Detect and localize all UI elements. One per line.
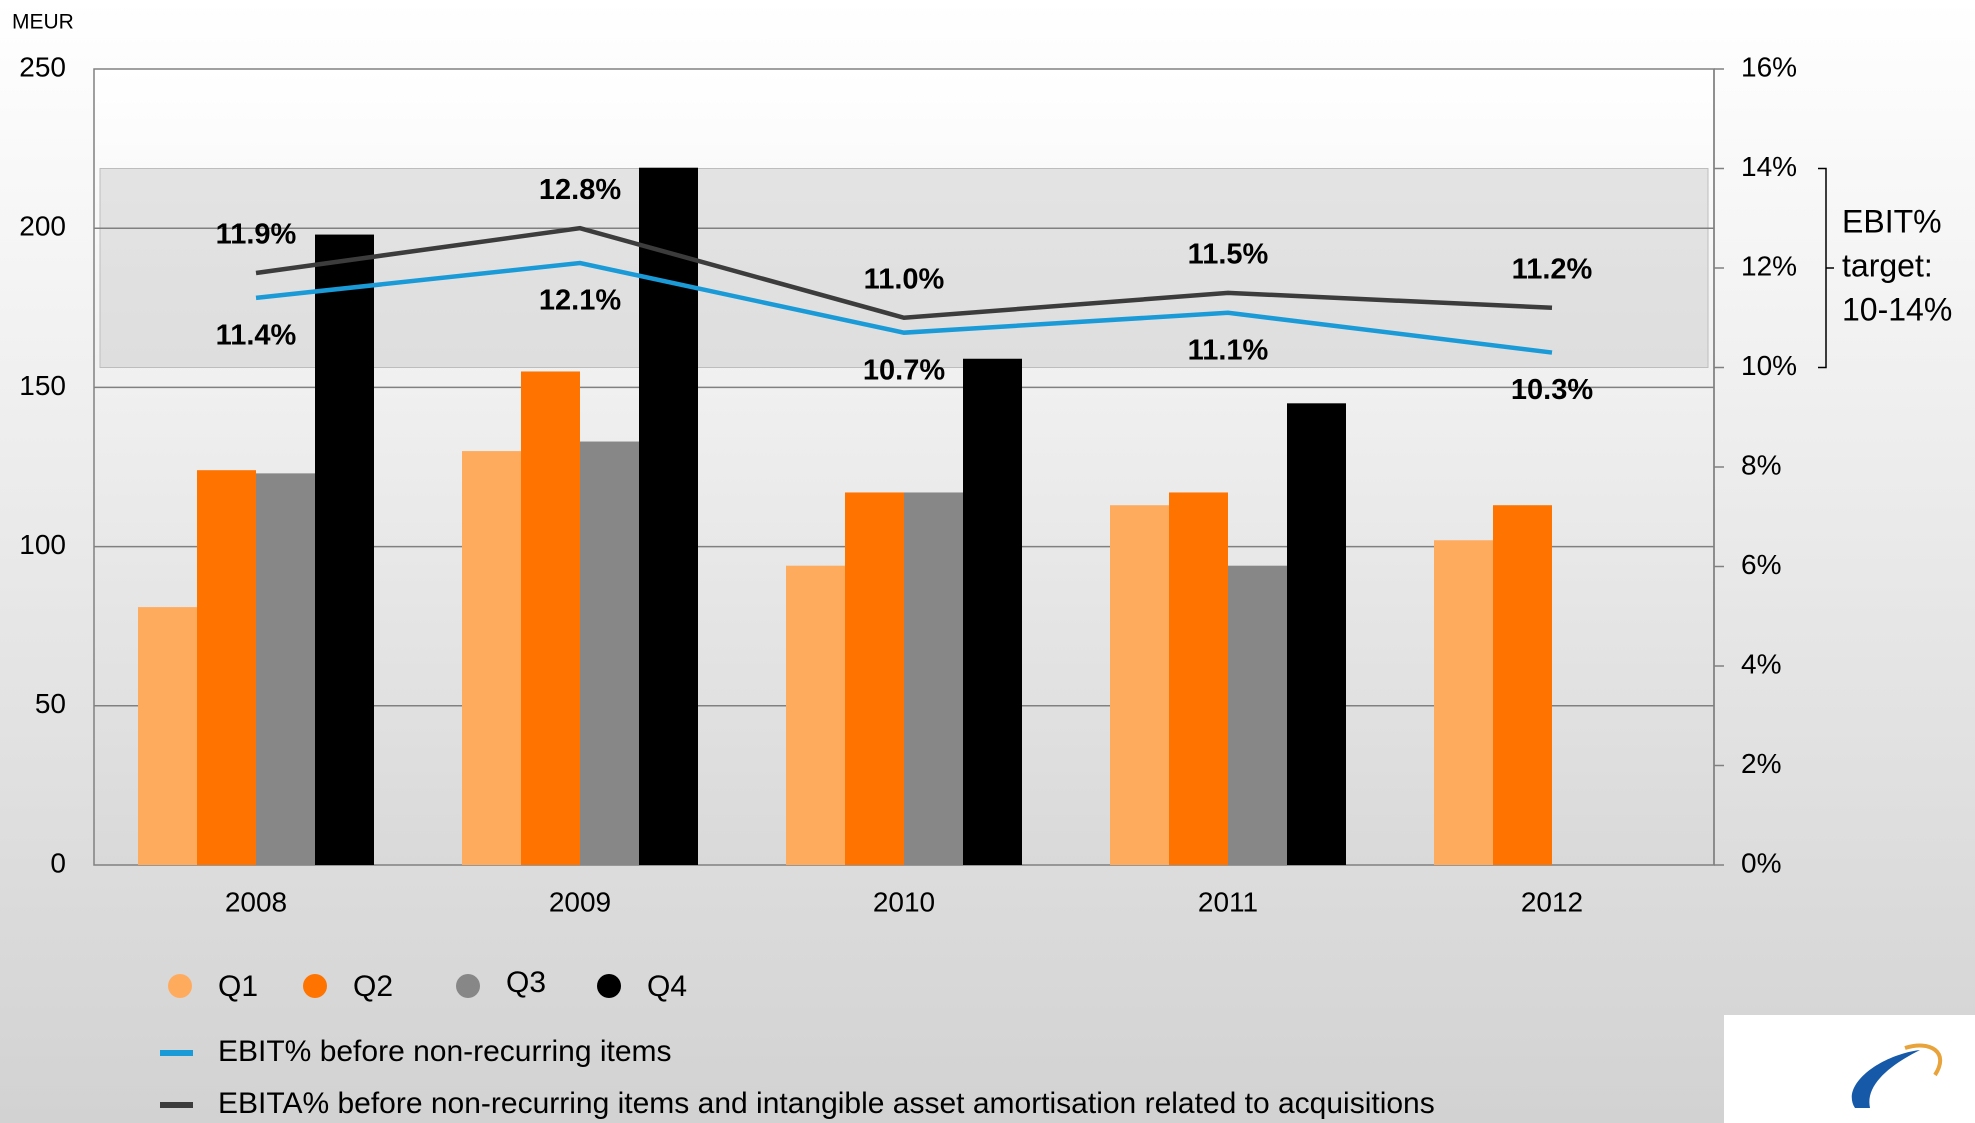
y-tick-label: 250 bbox=[19, 51, 66, 82]
legend-label: Q3 bbox=[506, 966, 546, 999]
target-bracket bbox=[1818, 167, 1834, 369]
data-label: 11.5% bbox=[1188, 239, 1269, 271]
bar bbox=[1287, 403, 1346, 865]
data-label: 11.2% bbox=[1512, 253, 1593, 285]
legend-marker bbox=[456, 974, 480, 998]
bar bbox=[256, 473, 315, 865]
x-tick-label: 2008 bbox=[225, 886, 287, 917]
y2-tick-label: 10% bbox=[1741, 350, 1797, 381]
bar bbox=[1493, 505, 1552, 865]
x-tick-label: 2009 bbox=[549, 886, 611, 917]
data-label: 11.1% bbox=[1188, 334, 1269, 366]
bar bbox=[1169, 492, 1228, 865]
y-tick-label: 50 bbox=[35, 688, 66, 719]
x-tick-label: 2010 bbox=[873, 886, 935, 917]
annotation: target: bbox=[1842, 247, 1933, 283]
legend-label: Q4 bbox=[647, 970, 687, 1003]
y2-tick-label: 6% bbox=[1741, 549, 1781, 580]
data-label: 10.7% bbox=[863, 354, 945, 386]
data-label: 12.8% bbox=[539, 174, 621, 206]
logo bbox=[1724, 1015, 1975, 1123]
y-tick-label: 0 bbox=[50, 847, 66, 878]
bar bbox=[1228, 565, 1287, 865]
legend-label: EBIT% before non-recurring items bbox=[218, 1035, 672, 1068]
x-tick-label: 2011 bbox=[1198, 886, 1258, 917]
y2-tick-label: 2% bbox=[1741, 748, 1781, 779]
y2-tick-label: 0% bbox=[1741, 847, 1781, 878]
y2-tick-label: 14% bbox=[1741, 151, 1797, 182]
y-tick-label: 150 bbox=[19, 370, 66, 401]
line bbox=[255, 260, 1553, 355]
bar bbox=[138, 607, 197, 865]
y2-tick-label: 8% bbox=[1741, 449, 1781, 480]
y-axis-label: MEUR bbox=[12, 11, 74, 34]
bar bbox=[315, 234, 374, 865]
y-tick-label: 200 bbox=[19, 211, 66, 242]
legend-marker bbox=[303, 974, 327, 998]
data-label: 11.4% bbox=[216, 320, 297, 352]
bar bbox=[1110, 505, 1169, 865]
y-tick-label: 100 bbox=[19, 529, 66, 560]
bar bbox=[904, 492, 963, 865]
legend-marker bbox=[597, 974, 621, 998]
data-label: 12.1% bbox=[539, 285, 621, 317]
bar bbox=[639, 167, 698, 866]
y2-tick-label: 16% bbox=[1741, 51, 1797, 82]
data-label: 11.0% bbox=[864, 263, 945, 295]
data-label: 11.9% bbox=[216, 219, 297, 251]
bar bbox=[1434, 540, 1493, 865]
y2-tick-label: 12% bbox=[1741, 250, 1797, 281]
bar bbox=[963, 358, 1022, 865]
data-label: 10.3% bbox=[1511, 374, 1593, 406]
bar bbox=[580, 441, 639, 865]
bar bbox=[786, 565, 845, 865]
y2-tick-label: 4% bbox=[1741, 648, 1781, 679]
bar bbox=[521, 371, 580, 865]
line bbox=[255, 225, 1553, 321]
bar bbox=[197, 470, 256, 865]
legend-marker bbox=[168, 974, 192, 998]
legend-label: Q1 bbox=[218, 970, 258, 1003]
bar bbox=[845, 492, 904, 865]
annotation: EBIT% bbox=[1842, 203, 1942, 239]
bar bbox=[462, 451, 521, 865]
legend-label: EBITA% before non-recurring items and in… bbox=[218, 1087, 1435, 1120]
annotation: 10-14% bbox=[1842, 291, 1952, 327]
x-tick-label: 2012 bbox=[1521, 886, 1583, 917]
legend-label: Q2 bbox=[353, 970, 393, 1003]
